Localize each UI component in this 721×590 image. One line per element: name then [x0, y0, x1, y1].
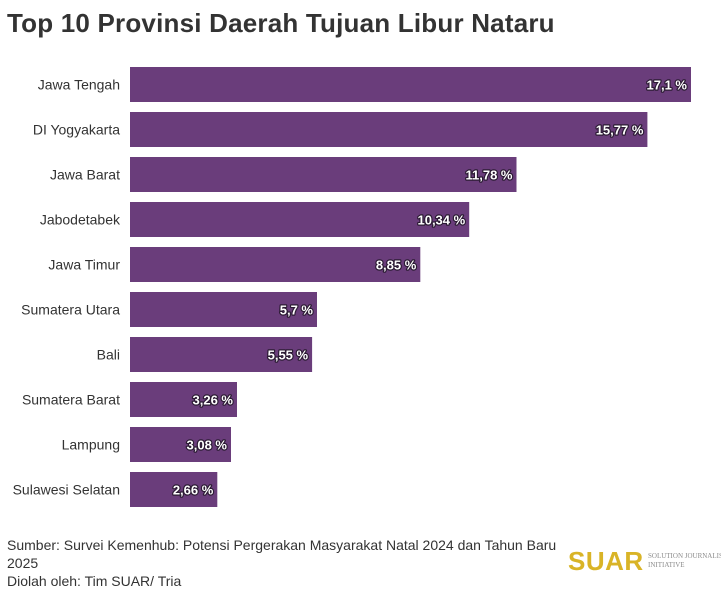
bar-chart: Jawa Tengah DI Yogyakarta Jawa Barat Jabode…: [13, 67, 691, 507]
source-line: Sumber: Survei Kemenhub: Potensi Pergera…: [7, 537, 557, 571]
category-label: Jawa Tengah: [38, 77, 120, 93]
category-labels: Jawa Tengah DI Yogyakarta Jawa Barat Jabode…: [13, 77, 121, 498]
value-label: 5,7 %: [280, 303, 314, 318]
value-label: 3,08 %: [187, 438, 228, 453]
value-label: 3,26 %: [193, 393, 234, 408]
suar-logo: SUAR SOLUTION JOURNALISM INITIATIVE: [568, 546, 721, 576]
logo-tagline-1: SOLUTION JOURNALISM: [648, 552, 721, 560]
bar-sumatera-barat: [130, 382, 237, 417]
category-label: Sumatera Utara: [21, 302, 120, 318]
category-label: Jawa Barat: [50, 167, 120, 183]
bar-lampung: [130, 427, 231, 462]
bar-jabodetabek: [130, 202, 470, 237]
source-note: Sumber: Survei Kemenhub: Potensi Pergera…: [7, 536, 567, 590]
category-label: DI Yogyakarta: [33, 122, 120, 138]
value-labels: 17,1 % 15,77 % 11,78 % 10,34 % 8,85 % 5,7 % 5,…: [172, 76, 689, 498]
logo-tagline: SOLUTION JOURNALISM INITIATIVE: [648, 552, 721, 570]
bar-sumatera-utara: [130, 292, 317, 327]
bar-bali: [130, 337, 313, 372]
category-label: Jabodetabek: [40, 212, 121, 228]
value-label: 11,78 %: [466, 168, 513, 183]
processed-by-line: Diolah oleh: Tim SUAR/ Tria: [7, 573, 182, 589]
logo-wordmark: SUAR: [568, 546, 644, 576]
category-label: Sumatera Barat: [22, 392, 120, 408]
logo-tagline-2: INITIATIVE: [648, 561, 685, 569]
bar-jawa-timur: [130, 247, 421, 282]
category-label: Lampung: [62, 437, 120, 453]
value-label: 17,1 %: [647, 78, 688, 93]
category-label: Jawa Timur: [48, 257, 120, 273]
value-label: 10,34 %: [417, 213, 465, 228]
value-label: 5,55 %: [268, 348, 309, 363]
bars: [130, 67, 691, 507]
bar-jawa-barat: [130, 157, 517, 192]
bar-sulawesi-selatan: [130, 472, 218, 507]
value-label: 2,66 %: [173, 483, 214, 498]
value-label: 15,77 %: [596, 123, 644, 138]
category-label: Bali: [97, 347, 120, 363]
category-label: Sulawesi Selatan: [13, 482, 120, 498]
value-label: 8,85 %: [376, 258, 417, 273]
bar-jawa-tengah: [130, 67, 691, 102]
chart-title: Top 10 Provinsi Daerah Tujuan Libur Nata…: [7, 8, 555, 38]
bar-di-yogyakarta: [130, 112, 648, 147]
